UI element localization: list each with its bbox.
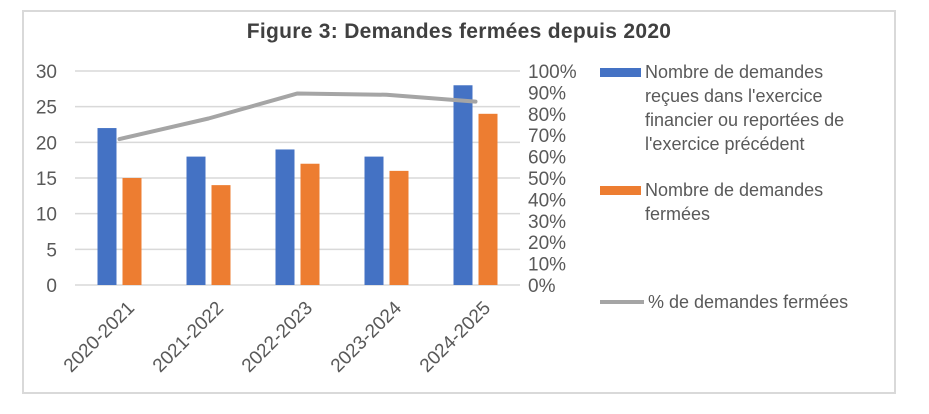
left-axis-tick-label: 0 (46, 276, 57, 297)
left-axis-tick-label: 30 (36, 62, 57, 83)
right-axis-tick-label: 60% (528, 148, 566, 169)
right-axis-tick-label: 10% (528, 255, 566, 276)
legend-swatch-line-icon (600, 300, 644, 304)
left-axis-tick-label: 15 (36, 169, 57, 190)
left-axis-tick-label: 25 (36, 98, 57, 119)
x-axis-tick-label: 2022-2023 (238, 298, 317, 377)
bar-orange-2021-2022 (211, 185, 231, 285)
bar-blue-2023-2024 (364, 156, 384, 285)
x-axis-tick-label: 2020-2021 (60, 298, 139, 377)
x-axis-tick-label: 2024-2025 (416, 298, 495, 377)
right-axis-tick-label: 70% (528, 126, 566, 147)
legend-label: Nombre de demandes fermées (645, 180, 824, 224)
bar-orange-2023-2024 (389, 170, 409, 285)
right-axis-tick-label: 20% (528, 233, 566, 254)
left-axis-tick-label: 5 (46, 240, 57, 261)
right-axis-tick-label: 40% (528, 190, 566, 211)
bar-blue-2024-2025 (453, 85, 473, 286)
legend-entry-1: Nombre de demandes reçues dans l'exercic… (600, 60, 870, 156)
bar-orange-2022-2023 (300, 163, 320, 285)
bar-orange-2024-2025 (478, 113, 498, 285)
bar-blue-2021-2022 (186, 156, 206, 285)
legend-swatch-orange-bar-icon (600, 186, 641, 195)
bar-blue-2020-2021 (97, 128, 117, 285)
right-axis-tick-label: 80% (528, 105, 566, 126)
chart-title: Figure 3: Demandes fermées depuis 2020 (246, 20, 672, 43)
bar-blue-2022-2023 (275, 149, 295, 285)
right-axis-tick-label: 50% (528, 169, 566, 190)
legend-entry-2: Nombre de demandes fermées (600, 178, 870, 226)
legend-swatch-blue-bar-icon (600, 68, 641, 77)
x-axis-tick-label: 2021-2022 (149, 298, 228, 377)
chart-legend: Nombre de demandes reçues dans l'exercic… (600, 0, 896, 414)
left-axis-tick-label: 10 (36, 205, 57, 226)
right-axis-tick-label: 100% (528, 62, 577, 83)
right-axis-tick-label: 90% (528, 83, 566, 104)
legend-entry-3: % de demandes fermées (600, 290, 873, 314)
bar-orange-2020-2021 (122, 178, 142, 285)
right-axis-tick-label: 0% (528, 276, 556, 297)
x-axis-tick-label: 2023-2024 (327, 297, 406, 376)
legend-label: % de demandes fermées (648, 292, 849, 312)
right-axis-tick-label: 30% (528, 212, 566, 233)
legend-label: Nombre de demandes reçues dans l'exercic… (645, 62, 845, 154)
left-axis-tick-label: 20 (36, 133, 57, 154)
percentage-line-series (117, 91, 478, 142)
